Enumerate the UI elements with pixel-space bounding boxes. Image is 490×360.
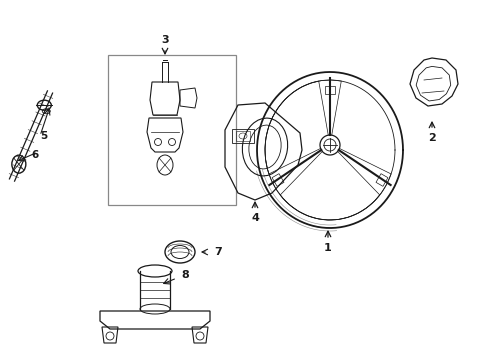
Text: 4: 4	[251, 213, 259, 223]
Text: 1: 1	[324, 243, 332, 253]
Bar	[232, 129, 254, 143]
Text: 8: 8	[181, 270, 189, 280]
Text: 6: 6	[31, 150, 39, 160]
Text: 5: 5	[40, 131, 48, 141]
Text: 7: 7	[214, 247, 222, 257]
Bar	[236, 131, 250, 141]
Bar	[108, 55, 236, 205]
Text: 2: 2	[428, 133, 436, 143]
Text: 3: 3	[161, 35, 169, 45]
